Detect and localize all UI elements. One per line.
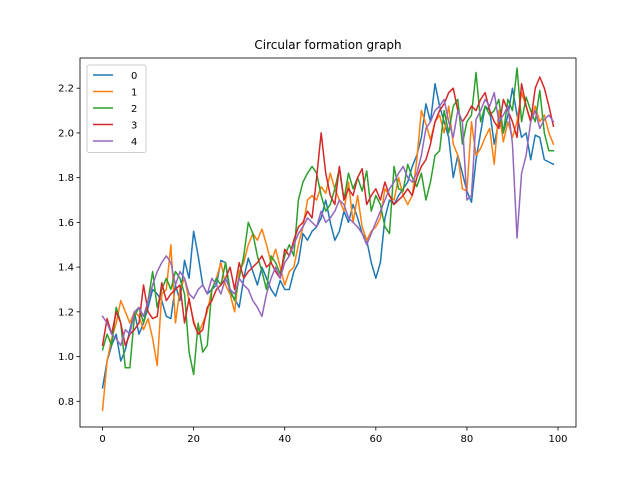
series-line-0 <box>101 82 555 389</box>
y-tick-label: 2.2 <box>58 84 74 95</box>
x-tick-label: 20 <box>187 434 200 445</box>
legend: 0 1 2 3 4 <box>86 64 147 153</box>
y-tick-label: 1.0 <box>58 352 74 363</box>
chart-title: Circular formation graph <box>254 38 401 52</box>
legend-label-2: 2 <box>131 104 137 115</box>
y-tick-label: 2.0 <box>58 128 74 139</box>
y-tick-label: 1.2 <box>58 307 74 318</box>
legend-label-3: 3 <box>131 121 137 132</box>
axes-frame <box>79 57 577 428</box>
legend-label-0: 0 <box>131 71 137 82</box>
x-tick-label: 60 <box>369 434 382 445</box>
x-tick-label: 80 <box>461 434 474 445</box>
series-line-2 <box>101 67 555 376</box>
x-tick-label: 0 <box>99 434 105 445</box>
series-line-3 <box>101 76 555 347</box>
legend-label-1: 1 <box>131 88 137 99</box>
x-tick-label: 100 <box>548 434 567 445</box>
x-tick-label: 40 <box>278 434 291 445</box>
y-tick-label: 1.4 <box>58 263 74 274</box>
legend-label-4: 4 <box>131 137 137 148</box>
legend-box <box>86 64 147 153</box>
series-line-4 <box>101 91 555 347</box>
y-tick-label: 0.8 <box>58 397 74 408</box>
y-tick-label: 1.8 <box>58 173 74 184</box>
y-tick-label: 1.6 <box>58 218 74 229</box>
